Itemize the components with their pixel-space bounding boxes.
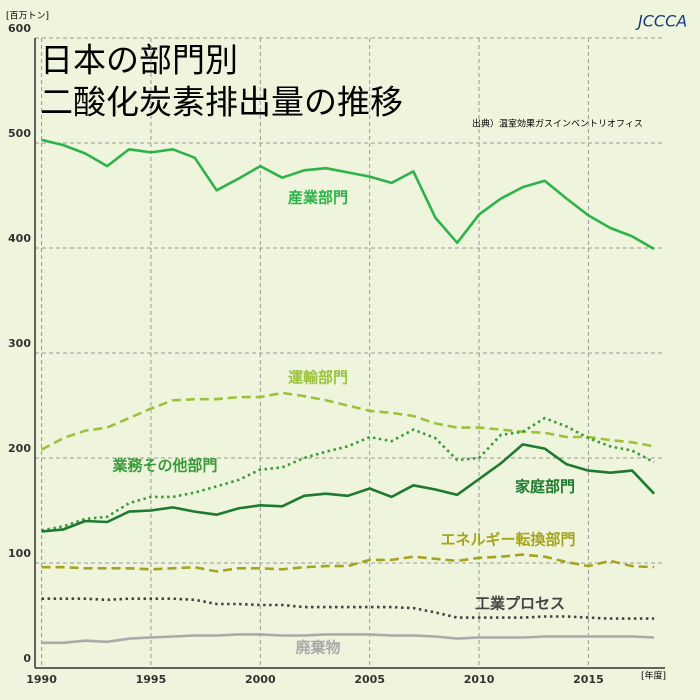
x-tick-label: 2000 <box>245 673 276 686</box>
y-tick-label: 100 <box>8 547 31 560</box>
x-tick-label: 1995 <box>136 673 167 686</box>
y-tick-label: 400 <box>8 232 31 245</box>
x-tick-label: 1990 <box>26 673 57 686</box>
series-line <box>41 138 655 251</box>
series-line <box>41 597 655 620</box>
series-line <box>41 416 655 532</box>
series-line <box>41 553 655 573</box>
series-label: 工業プロセス <box>475 595 565 613</box>
series-label: 産業部門 <box>288 189 348 207</box>
series-line <box>41 633 655 645</box>
series-label: エネルギー転換部門 <box>440 531 575 549</box>
x-tick-label: 2010 <box>464 673 495 686</box>
y-tick-label: 300 <box>8 337 31 350</box>
y-tick-label: 500 <box>8 127 31 140</box>
series-label: 運輸部門 <box>288 369 348 387</box>
series-label: 廃棄物 <box>295 639 340 657</box>
logo: JCCCA <box>635 12 687 31</box>
x-tick-label: 2005 <box>354 673 385 686</box>
series-label: 家庭部門 <box>515 478 575 496</box>
y-axis-label: [百万トン] <box>6 11 49 22</box>
chart-title: 日本の部門別 <box>40 41 238 80</box>
x-tick-label: 2015 <box>573 673 604 686</box>
series-label: 業務その他部門 <box>111 457 217 475</box>
series-line <box>41 443 656 533</box>
chart-title: 二酸化炭素排出量の推移 <box>40 83 403 122</box>
source: 出典）温室効果ガスインベントリオフィス <box>472 118 643 130</box>
series-line <box>40 391 655 451</box>
y-tick-label: 600 <box>8 22 31 35</box>
y-tick-label: 200 <box>8 442 31 455</box>
x-axis-label: [年度] <box>641 670 666 682</box>
y-tick-label: 0 <box>23 652 31 665</box>
